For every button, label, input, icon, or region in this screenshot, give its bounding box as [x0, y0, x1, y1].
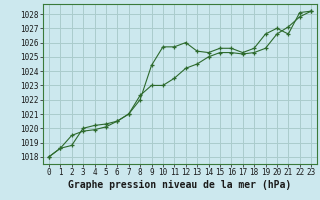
X-axis label: Graphe pression niveau de la mer (hPa): Graphe pression niveau de la mer (hPa): [68, 180, 292, 190]
